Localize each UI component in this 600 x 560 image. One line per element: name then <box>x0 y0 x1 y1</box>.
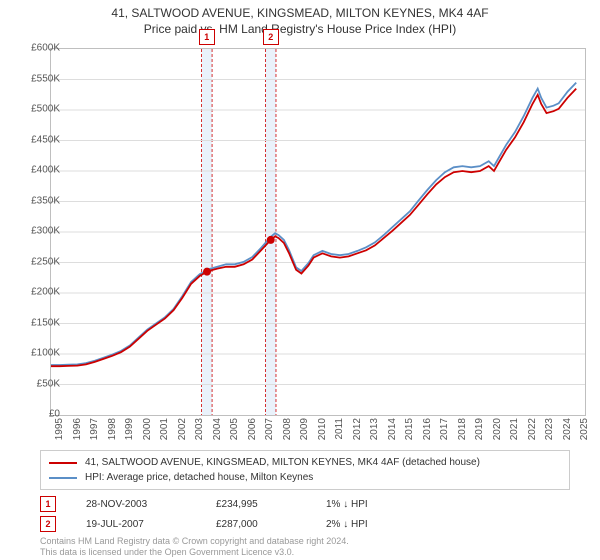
sale-badge: 2 <box>40 516 56 532</box>
x-tick-label: 2022 <box>527 418 538 440</box>
y-tick-label: £450K <box>14 134 60 145</box>
y-tick-label: £250K <box>14 256 60 267</box>
x-tick-label: 2001 <box>159 418 170 440</box>
x-tick-label: 2009 <box>299 418 310 440</box>
legend-item: 41, SALTWOOD AVENUE, KINGSMEAD, MILTON K… <box>49 455 561 470</box>
x-tick-label: 2011 <box>334 418 345 440</box>
title-line-1: 41, SALTWOOD AVENUE, KINGSMEAD, MILTON K… <box>0 6 600 22</box>
x-tick-label: 2015 <box>404 418 415 440</box>
x-tick-label: 2007 <box>264 418 275 440</box>
x-tick-label: 1997 <box>89 418 100 440</box>
x-tick-label: 1996 <box>72 418 83 440</box>
y-tick-label: £50K <box>14 378 60 389</box>
x-tick-label: 2014 <box>387 418 398 440</box>
y-tick-label: £150K <box>14 317 60 328</box>
y-tick-label: £300K <box>14 226 60 237</box>
x-tick-label: 2020 <box>492 418 503 440</box>
x-tick-label: 2008 <box>282 418 293 440</box>
y-tick-label: £600K <box>14 43 60 54</box>
legend-swatch <box>49 462 77 464</box>
x-tick-label: 2023 <box>544 418 555 440</box>
sale-date: 28-NOV-2003 <box>86 499 186 510</box>
legend-label: HPI: Average price, detached house, Milt… <box>85 470 313 485</box>
footer-attribution: Contains HM Land Registry data © Crown c… <box>40 536 570 558</box>
x-tick-label: 2000 <box>142 418 153 440</box>
sale-row: 2 19-JUL-2007 £287,000 2% ↓ HPI <box>40 514 570 534</box>
sale-diff: 2% ↓ HPI <box>326 519 406 530</box>
y-tick-label: £350K <box>14 195 60 206</box>
y-tick-label: £550K <box>14 73 60 84</box>
footer-line-2: This data is licensed under the Open Gov… <box>40 547 570 558</box>
chart-sale-badge: 2 <box>263 29 279 45</box>
title-line-2: Price paid vs. HM Land Registry's House … <box>0 22 600 38</box>
chart-title: 41, SALTWOOD AVENUE, KINGSMEAD, MILTON K… <box>0 0 600 37</box>
sale-badge: 1 <box>40 496 56 512</box>
chart-svg <box>51 49 585 415</box>
x-tick-label: 2018 <box>457 418 468 440</box>
x-tick-label: 2017 <box>439 418 450 440</box>
x-tick-label: 1995 <box>54 418 65 440</box>
x-tick-label: 2025 <box>579 418 590 440</box>
sale-diff: 1% ↓ HPI <box>326 499 406 510</box>
legend-item: HPI: Average price, detached house, Milt… <box>49 470 561 485</box>
legend: 41, SALTWOOD AVENUE, KINGSMEAD, MILTON K… <box>40 450 570 490</box>
x-tick-label: 1998 <box>107 418 118 440</box>
sale-date: 19-JUL-2007 <box>86 519 186 530</box>
x-tick-label: 2005 <box>229 418 240 440</box>
x-tick-label: 2003 <box>194 418 205 440</box>
sale-price: £234,995 <box>216 499 296 510</box>
x-tick-label: 1999 <box>124 418 135 440</box>
y-tick-label: £500K <box>14 104 60 115</box>
x-tick-label: 2016 <box>422 418 433 440</box>
sale-row: 1 28-NOV-2003 £234,995 1% ↓ HPI <box>40 494 570 514</box>
y-tick-label: £100K <box>14 348 60 359</box>
x-tick-label: 2004 <box>212 418 223 440</box>
x-tick-label: 2013 <box>369 418 380 440</box>
x-tick-label: 2012 <box>352 418 363 440</box>
footer-line-1: Contains HM Land Registry data © Crown c… <box>40 536 570 547</box>
y-tick-label: £200K <box>14 287 60 298</box>
sales-table: 1 28-NOV-2003 £234,995 1% ↓ HPI 2 19-JUL… <box>40 494 570 534</box>
x-tick-label: 2019 <box>474 418 485 440</box>
x-tick-label: 2021 <box>509 418 520 440</box>
chart-sale-badge: 1 <box>199 29 215 45</box>
chart-plot-area: 12 <box>50 48 586 416</box>
x-tick-label: 2006 <box>247 418 258 440</box>
legend-swatch <box>49 477 77 479</box>
x-tick-label: 2010 <box>317 418 328 440</box>
x-tick-label: 2024 <box>562 418 573 440</box>
legend-label: 41, SALTWOOD AVENUE, KINGSMEAD, MILTON K… <box>85 455 480 470</box>
x-tick-label: 2002 <box>177 418 188 440</box>
sale-price: £287,000 <box>216 519 296 530</box>
y-tick-label: £400K <box>14 165 60 176</box>
